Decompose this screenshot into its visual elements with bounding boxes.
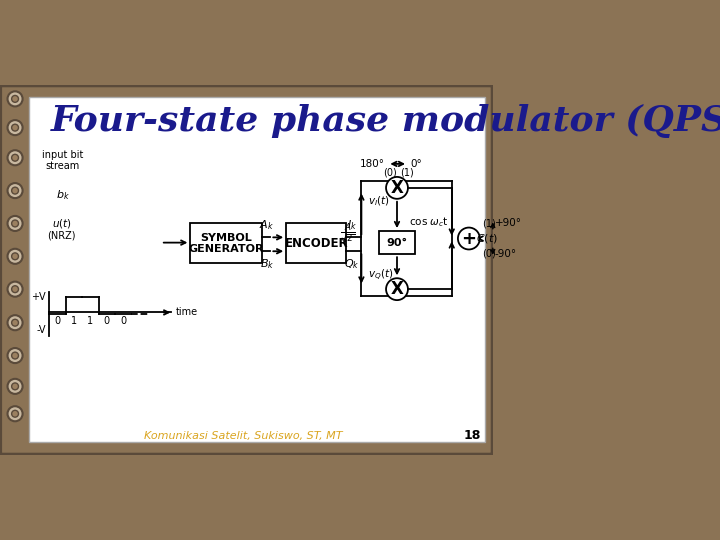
Text: +90°: +90° — [495, 219, 522, 228]
Circle shape — [7, 216, 22, 231]
Text: cos $\omega_c$t: cos $\omega_c$t — [409, 215, 449, 229]
Circle shape — [7, 406, 22, 421]
Circle shape — [7, 183, 22, 198]
Text: 1: 1 — [71, 316, 77, 326]
Text: (0): (0) — [482, 248, 496, 259]
Text: 0: 0 — [104, 316, 110, 326]
Circle shape — [7, 348, 22, 363]
Text: $\frac{A}{\sqrt{2}}$: $\frac{A}{\sqrt{2}}$ — [340, 222, 356, 245]
Text: $v_Q(t)$: $v_Q(t)$ — [368, 268, 394, 283]
Circle shape — [12, 352, 19, 359]
Text: 180°: 180° — [360, 159, 384, 169]
Text: ENCODER: ENCODER — [284, 237, 348, 250]
Text: 90°: 90° — [387, 238, 408, 248]
Text: $Q_k$: $Q_k$ — [344, 256, 359, 271]
Circle shape — [7, 315, 22, 330]
Text: X: X — [390, 179, 403, 197]
Text: 1: 1 — [87, 316, 94, 326]
Text: $C(t)$: $C(t)$ — [476, 232, 498, 245]
Text: Four-state phase modulator (QPSK): Four-state phase modulator (QPSK) — [51, 104, 720, 138]
Text: -V: -V — [37, 325, 46, 335]
Circle shape — [12, 410, 19, 417]
Text: (0): (0) — [383, 167, 397, 177]
Text: input bit
stream: input bit stream — [42, 150, 84, 171]
Bar — [286, 224, 346, 263]
Circle shape — [458, 227, 480, 249]
Text: Komunikasi Satelit, Sukiswo, ST, MT: Komunikasi Satelit, Sukiswo, ST, MT — [144, 430, 342, 441]
Circle shape — [12, 253, 19, 260]
Bar — [379, 231, 415, 254]
Text: 0: 0 — [55, 316, 60, 326]
FancyBboxPatch shape — [0, 84, 493, 456]
Circle shape — [7, 150, 22, 165]
Text: 0°: 0° — [410, 159, 423, 169]
Circle shape — [7, 379, 22, 394]
Circle shape — [7, 91, 22, 106]
Circle shape — [386, 278, 408, 300]
Text: 0: 0 — [120, 316, 126, 326]
Circle shape — [7, 282, 22, 296]
Circle shape — [12, 286, 19, 293]
Text: (1): (1) — [400, 167, 413, 177]
Text: (1): (1) — [482, 219, 496, 228]
Circle shape — [386, 177, 408, 199]
Text: -90°: -90° — [495, 248, 517, 259]
Text: 18: 18 — [464, 429, 481, 442]
Circle shape — [7, 120, 22, 135]
Text: +V: +V — [31, 292, 46, 302]
Text: $b_k$: $b_k$ — [56, 188, 70, 201]
Circle shape — [12, 319, 19, 326]
Text: $v_I(t)$: $v_I(t)$ — [368, 195, 390, 208]
Text: $B_k$: $B_k$ — [260, 256, 274, 271]
Text: X: X — [390, 280, 403, 298]
Text: $I_k$: $I_k$ — [347, 218, 357, 232]
Circle shape — [12, 220, 19, 227]
Text: SYMBOL
GENERATOR: SYMBOL GENERATOR — [189, 233, 264, 254]
Text: +: + — [462, 230, 477, 247]
Circle shape — [12, 96, 19, 102]
Text: $u(t)$: $u(t)$ — [52, 217, 71, 230]
Circle shape — [12, 383, 19, 390]
Text: time: time — [176, 307, 198, 318]
Text: $A_k$: $A_k$ — [259, 218, 274, 232]
Text: (NRZ): (NRZ) — [48, 231, 76, 241]
Bar — [190, 224, 262, 263]
Circle shape — [12, 154, 19, 161]
Circle shape — [12, 187, 19, 194]
Circle shape — [12, 124, 19, 131]
Circle shape — [7, 249, 22, 264]
